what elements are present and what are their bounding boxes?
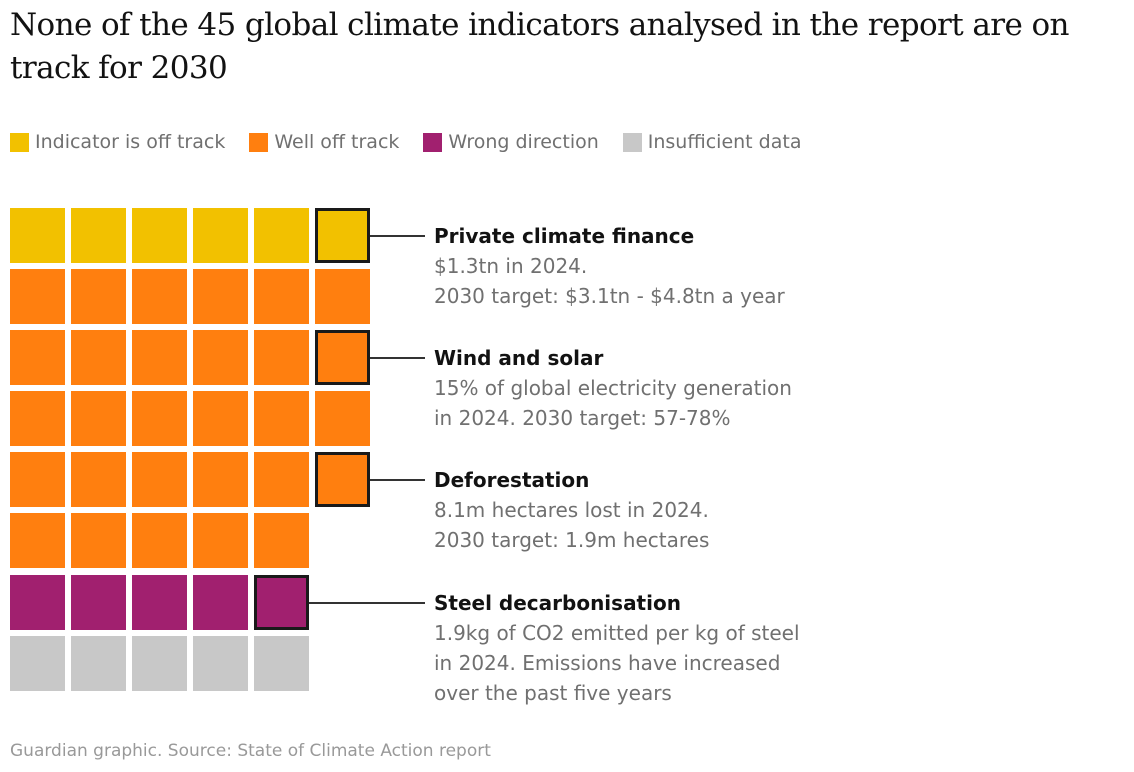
callout-text: in 2024. Emissions have increased — [434, 650, 781, 675]
callout-text: 2030 target: 1.9m hectares — [434, 527, 710, 552]
waffle-square-well — [10, 513, 65, 568]
waffle-square-well — [254, 330, 309, 385]
callout: Steel decarbonisation 1.9kg of CO2 emitte… — [434, 588, 800, 708]
waffle-square-well — [193, 452, 248, 507]
legend-swatch — [10, 132, 29, 152]
waffle-square-well — [10, 269, 65, 324]
waffle-square-insufficient — [10, 636, 65, 691]
waffle-square-well — [254, 269, 309, 324]
waffle-square-well — [193, 513, 248, 568]
waffle-square-well — [193, 391, 248, 446]
callout-text: over the past five years — [434, 680, 672, 705]
waffle-square-well — [132, 452, 187, 507]
callout-title: Deforestation — [434, 467, 590, 492]
waffle-square-off — [10, 208, 65, 263]
callout-leader-line — [309, 601, 425, 604]
callout-text: 1.9kg of CO2 emitted per kg of steel — [434, 620, 800, 645]
callout: Wind and solar 15% of global electricity … — [434, 343, 792, 433]
legend-swatch — [423, 132, 443, 152]
callout-leader-line — [370, 478, 425, 481]
waffle-square-wrong — [10, 575, 65, 630]
waffle-square-wrong-highlighted — [254, 575, 309, 630]
callout-title: Private climate finance — [434, 223, 695, 248]
waffle-square-well — [132, 391, 187, 446]
callout: Private climate finance $1.3tn in 2024. 20… — [434, 221, 785, 311]
waffle-square-well — [254, 391, 309, 446]
callout-title: Steel decarbonisation — [434, 590, 681, 615]
waffle-square-well — [10, 330, 65, 385]
waffle-square-wrong — [193, 575, 248, 630]
legend-swatch — [249, 132, 269, 152]
waffle-square-off — [71, 208, 126, 263]
waffle-square-wrong — [71, 575, 126, 630]
waffle-square-off-highlighted — [315, 208, 370, 263]
waffle-square-well — [193, 330, 248, 385]
legend-label: Indicator is off track — [35, 131, 226, 153]
waffle-square-insufficient — [193, 636, 248, 691]
callout-text: $1.3tn in 2024. — [434, 253, 588, 278]
legend-label: Wrong direction — [448, 131, 599, 153]
waffle-square-insufficient — [254, 636, 309, 691]
legend-swatch — [622, 132, 642, 152]
waffle-square-well — [254, 513, 309, 568]
waffle-square-well — [315, 269, 370, 324]
waffle-square-well — [71, 513, 126, 568]
legend: Indicator is off track Well off track Wr… — [10, 131, 801, 153]
callout-text: 8.1m hectares lost in 2024. — [434, 497, 709, 522]
callout-leader-line — [370, 356, 425, 359]
waffle-square-well — [71, 452, 126, 507]
waffle-square-well-highlighted — [315, 452, 370, 507]
waffle-square-well — [71, 330, 126, 385]
legend-item-well-off-track: Well off track — [249, 131, 399, 153]
waffle-square-well — [132, 269, 187, 324]
waffle-square-well — [132, 513, 187, 568]
callout-text: 2030 target: $3.1tn - $4.8tn a year — [434, 283, 785, 308]
waffle-square-off — [254, 208, 309, 263]
waffle-square-off — [193, 208, 248, 263]
callout-leader-line — [370, 234, 425, 237]
legend-item-wrong-direction: Wrong direction — [423, 131, 599, 153]
callout-title: Wind and solar — [434, 345, 604, 370]
legend-label: Well off track — [274, 131, 400, 153]
waffle-square-well — [71, 269, 126, 324]
legend-item-insufficient-data: Insufficient data — [622, 131, 802, 153]
waffle-square-well-highlighted — [315, 330, 370, 385]
callout: Deforestation 8.1m hectares lost in 2024.… — [434, 465, 709, 555]
waffle-square-off — [132, 208, 187, 263]
waffle-square-well — [315, 391, 370, 446]
waffle-square-well — [10, 452, 65, 507]
waffle-square-well — [71, 391, 126, 446]
waffle-square-well — [10, 391, 65, 446]
source-note: Guardian graphic. Source: State of Clima… — [10, 741, 491, 761]
waffle-square-well — [254, 452, 309, 507]
callout-text: in 2024. 2030 target: 57-78% — [434, 405, 731, 430]
callout-text: 15% of global electricity generation — [434, 375, 792, 400]
waffle-square-insufficient — [132, 636, 187, 691]
waffle-square-insufficient — [71, 636, 126, 691]
waffle-square-wrong — [132, 575, 187, 630]
chart-title: None of the 45 global climate indicators… — [10, 7, 1070, 86]
legend-label: Insufficient data — [647, 131, 802, 153]
waffle-square-well — [193, 269, 248, 324]
legend-item-off-track: Indicator is off track — [10, 131, 225, 153]
waffle-square-well — [132, 330, 187, 385]
